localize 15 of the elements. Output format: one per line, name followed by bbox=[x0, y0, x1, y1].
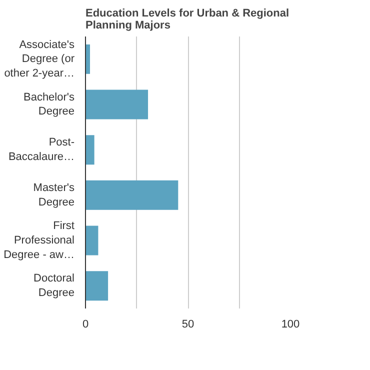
y-tick-label: First Professional Degree - aw… bbox=[4, 220, 75, 261]
bar bbox=[86, 271, 108, 301]
x-tick-label: 0 bbox=[82, 318, 89, 330]
bar bbox=[86, 226, 98, 256]
y-tick-label: Master's Degree bbox=[33, 182, 75, 208]
chart-title: Education Levels for Urban & Regional Planning Majors bbox=[86, 8, 290, 32]
bar bbox=[86, 135, 94, 165]
x-tick-label: 100 bbox=[281, 318, 300, 330]
y-tick-label: Bachelor's Degree bbox=[23, 91, 75, 118]
y-tick-label: Doctoral Degree bbox=[34, 272, 75, 300]
bar bbox=[86, 90, 148, 120]
y-tick-label: Post-Baccalaure… bbox=[8, 136, 75, 164]
y-tick-label: Associate's Degree (or other 2-year… bbox=[4, 38, 75, 80]
bar bbox=[86, 180, 178, 210]
x-tick-label: 50 bbox=[182, 318, 194, 330]
